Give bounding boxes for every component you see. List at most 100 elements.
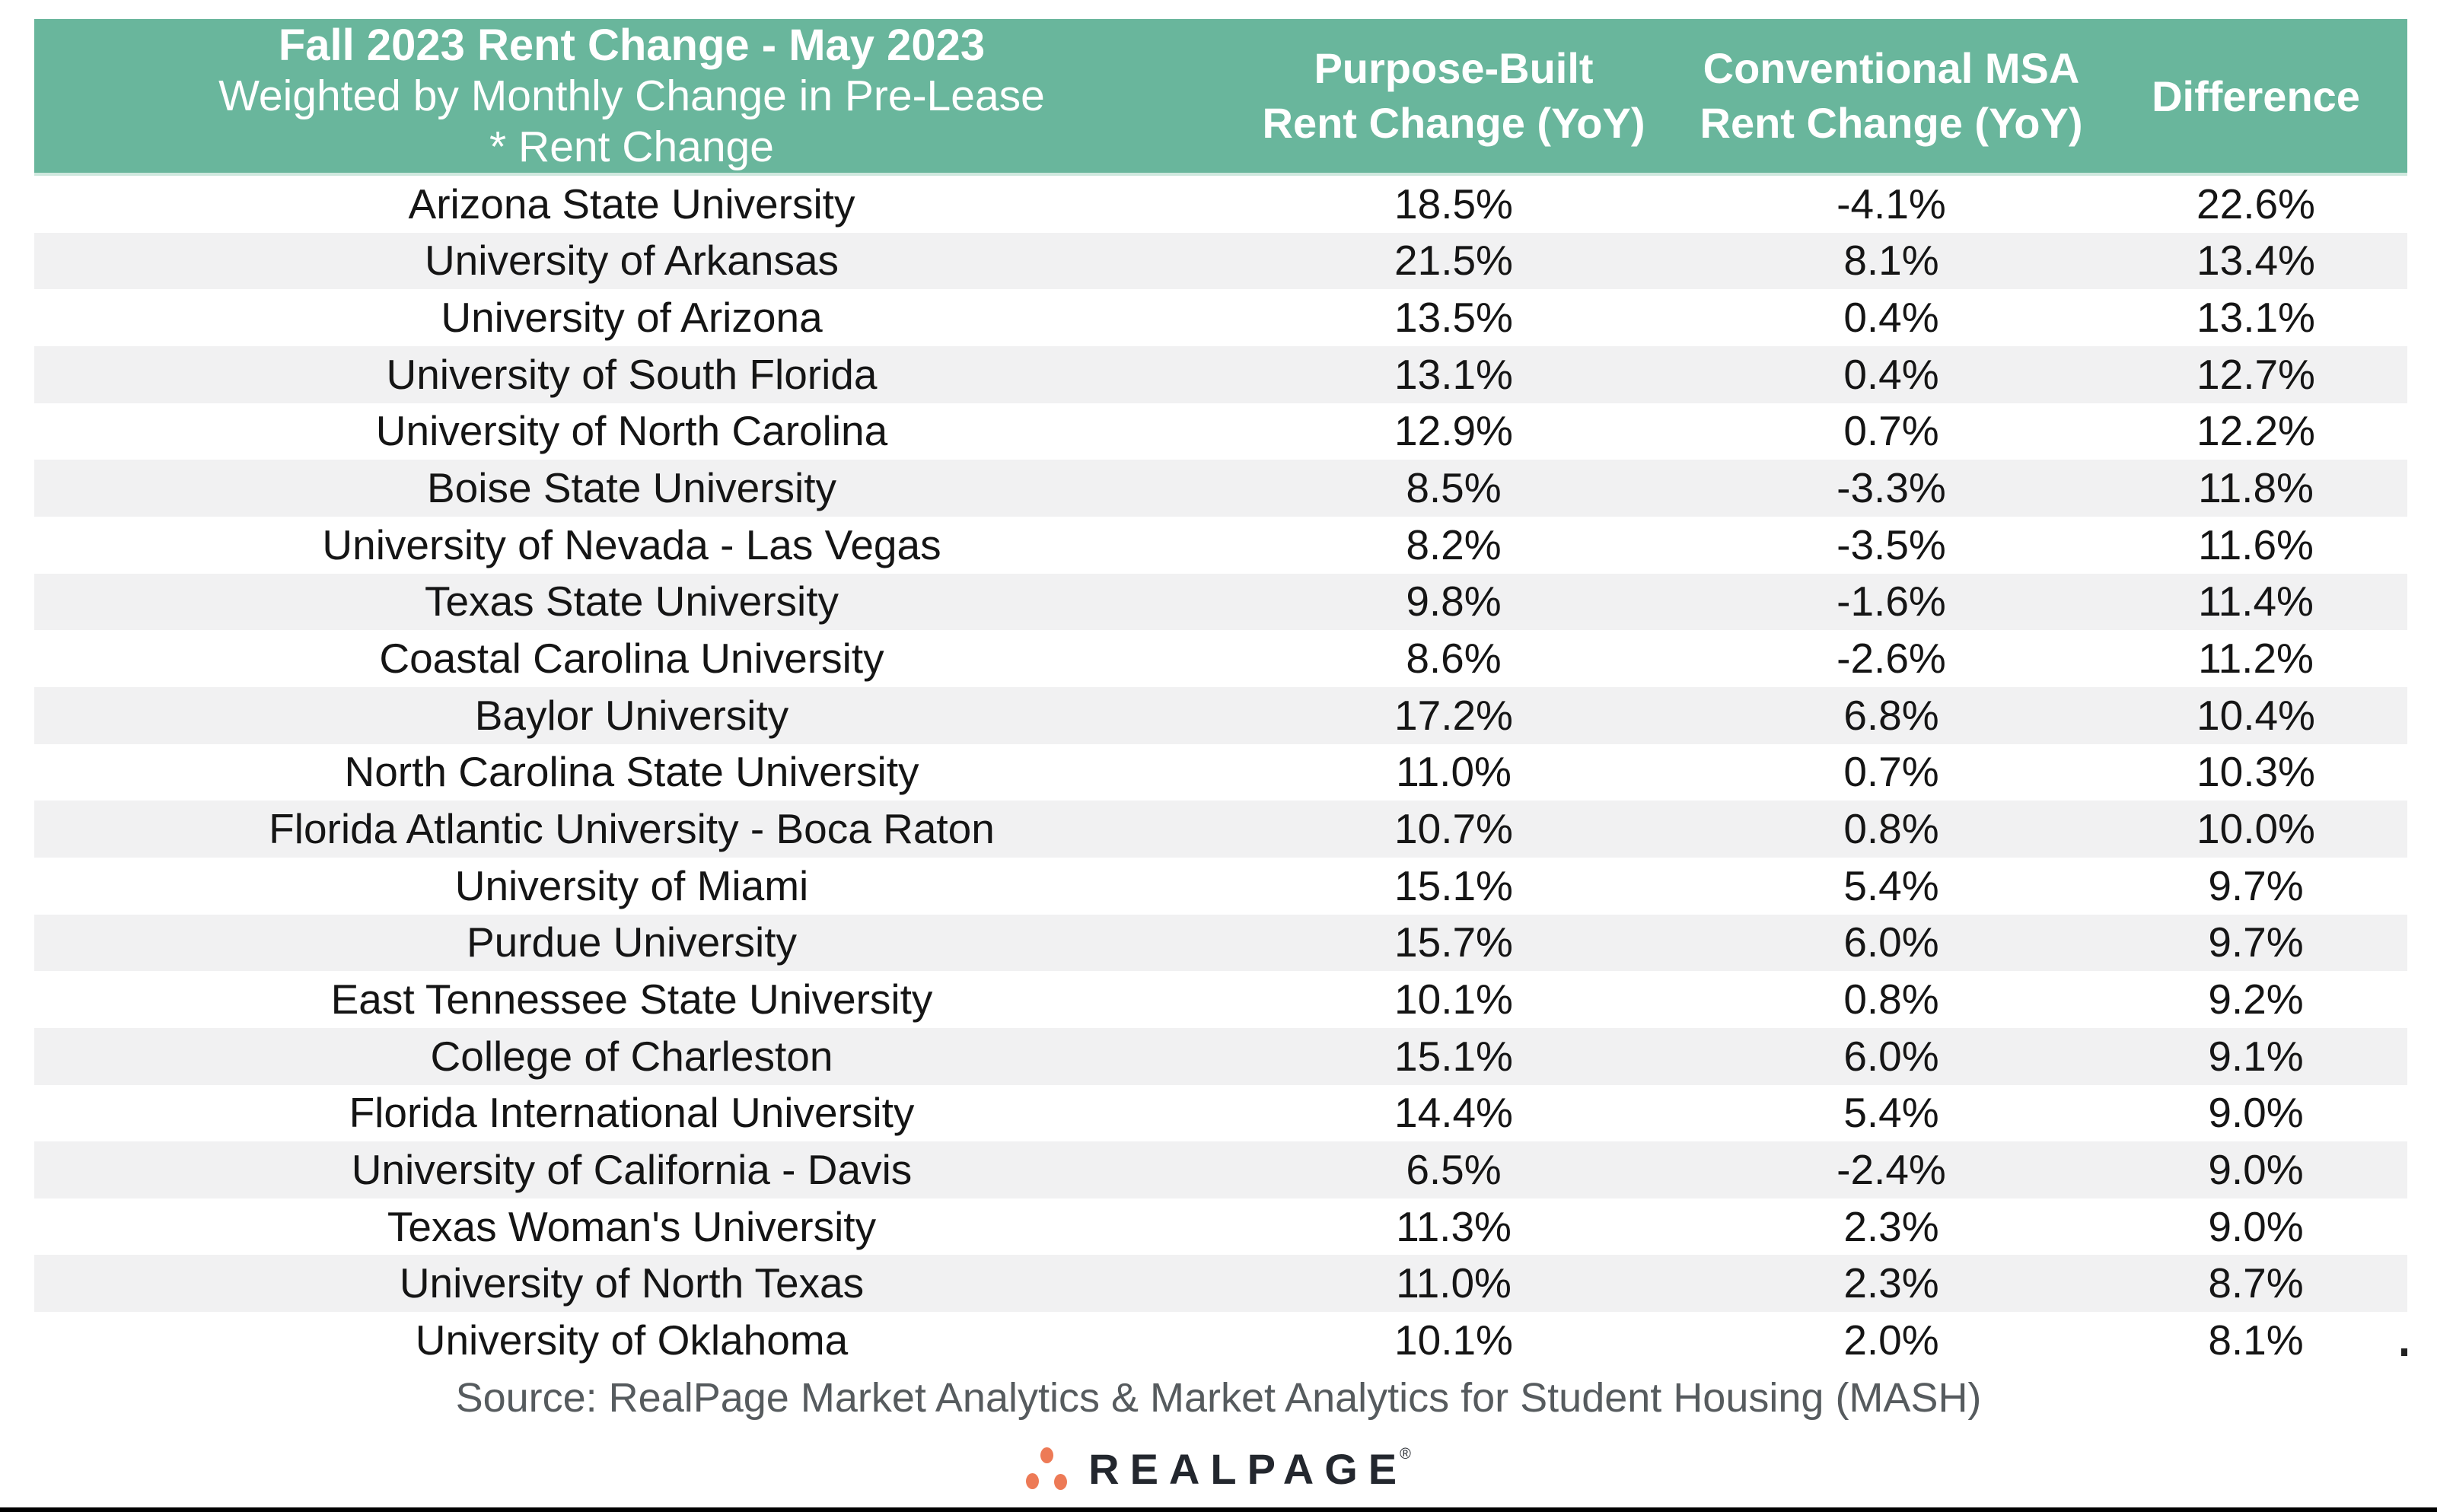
table-row: University of North Texas 11.0% 2.3% 8.7%: [34, 1255, 2407, 1313]
university-name-cell: East Tennessee State University: [34, 971, 1229, 1028]
university-name-cell: University of Arkansas: [34, 232, 1229, 290]
purpose-built-value-cell: 10.1%: [1229, 1312, 1678, 1369]
table-row: Arizona State University 18.5% -4.1% 22.6%: [34, 174, 2407, 233]
realpage-logo: REALPAGE ®: [0, 1444, 2437, 1494]
column-header-conventional-msa: Conventional MSA Rent Change (YoY): [1678, 19, 2104, 176]
table-subtitle-note: * Rent Change: [489, 122, 774, 171]
column-header-difference: Difference: [2104, 19, 2407, 176]
university-name-cell: University of North Carolina: [34, 403, 1229, 460]
realpage-dots-icon: [1026, 1447, 1069, 1491]
column-header-purpose-built: Purpose-Built Rent Change (YoY): [1229, 19, 1678, 176]
table-row: Baylor University 17.2% 6.8% 10.4%: [34, 686, 2407, 744]
registered-trademark: ®: [1400, 1446, 1411, 1463]
purpose-built-value-cell: 11.0%: [1229, 743, 1678, 801]
difference-value-cell: 11.2%: [2104, 630, 2407, 687]
difference-value-cell: 9.1%: [2104, 1027, 2407, 1085]
university-name-cell: Texas State University: [34, 573, 1229, 631]
table-title-cell: Fall 2023 Rent Change - May 2023 Weighte…: [34, 19, 1229, 176]
purpose-built-value-cell: 11.3%: [1229, 1198, 1678, 1256]
purpose-built-value-cell: 15.7%: [1229, 914, 1678, 972]
purpose-built-value-cell: 15.1%: [1229, 857, 1678, 915]
table-row: Florida International University 14.4% 5.4…: [34, 1084, 2407, 1142]
column-header-purpose-built-line1: Purpose-Built: [1314, 44, 1594, 92]
source-note: Source: RealPage Market Analytics & Mark…: [455, 1375, 1982, 1421]
university-name-cell: Texas Woman's University: [34, 1198, 1229, 1256]
purpose-built-value-cell: 11.0%: [1229, 1255, 1678, 1313]
difference-value-cell: 10.0%: [2104, 801, 2407, 858]
table-row: Texas Woman's University 11.3% 2.3% 9.0%: [34, 1198, 2407, 1256]
table-row: College of Charleston 15.1% 6.0% 9.1%: [34, 1027, 2407, 1085]
column-header-purpose-built-line2: Rent Change (YoY): [1262, 99, 1645, 147]
table-row: University of Oklahoma 10.1% 2.0% 8.1%: [34, 1312, 2407, 1369]
purpose-built-value-cell: 13.5%: [1229, 289, 1678, 346]
rent-change-table: Fall 2023 Rent Change - May 2023 Weighte…: [34, 19, 2407, 1369]
conventional-msa-value-cell: 8.1%: [1678, 232, 2104, 290]
purpose-built-value-cell: 18.5%: [1229, 174, 1678, 233]
table-row: East Tennessee State University 10.1% 0.8%…: [34, 971, 2407, 1028]
conventional-msa-value-cell: 0.4%: [1678, 345, 2104, 403]
conventional-msa-value-cell: 0.7%: [1678, 403, 2104, 460]
difference-value-cell: 9.0%: [2104, 1198, 2407, 1256]
difference-value-cell: 12.2%: [2104, 403, 2407, 460]
purpose-built-value-cell: 8.5%: [1229, 460, 1678, 517]
conventional-msa-value-cell: 0.7%: [1678, 743, 2104, 801]
difference-value-cell: 13.1%: [2104, 289, 2407, 346]
university-name-cell: University of Arizona: [34, 289, 1229, 346]
university-name-cell: University of Miami: [34, 857, 1229, 915]
university-name-cell: University of Oklahoma: [34, 1312, 1229, 1369]
table-row: University of North Carolina 12.9% 0.7% 12.…: [34, 403, 2407, 460]
purpose-built-value-cell: 8.6%: [1229, 630, 1678, 687]
stray-mark: [2401, 1348, 2407, 1356]
university-name-cell: Arizona State University: [34, 174, 1229, 233]
difference-value-cell: 11.4%: [2104, 573, 2407, 631]
difference-value-cell: 22.6%: [2104, 174, 2407, 233]
difference-value-cell: 10.3%: [2104, 743, 2407, 801]
conventional-msa-value-cell: 2.3%: [1678, 1198, 2104, 1256]
university-name-cell: Boise State University: [34, 460, 1229, 517]
table-title: Fall 2023 Rent Change - May 2023: [278, 20, 986, 70]
table-row: Texas State University 9.8% -1.6% 11.4%: [34, 573, 2407, 631]
table-row: University of South Florida 13.1% 0.4% 12.7…: [34, 345, 2407, 403]
conventional-msa-value-cell: 0.8%: [1678, 801, 2104, 858]
conventional-msa-value-cell: 6.0%: [1678, 914, 2104, 972]
university-name-cell: North Carolina State University: [34, 743, 1229, 801]
conventional-msa-value-cell: -3.3%: [1678, 460, 2104, 517]
column-header-conventional-msa-line1: Conventional MSA: [1703, 44, 2080, 92]
table-row: Florida Atlantic University - Boca Raton…: [34, 801, 2407, 858]
conventional-msa-value-cell: -1.6%: [1678, 573, 2104, 631]
university-name-cell: College of Charleston: [34, 1027, 1229, 1085]
purpose-built-value-cell: 12.9%: [1229, 403, 1678, 460]
university-name-cell: Coastal Carolina University: [34, 630, 1229, 687]
purpose-built-value-cell: 21.5%: [1229, 232, 1678, 290]
purpose-built-value-cell: 10.7%: [1229, 801, 1678, 858]
university-name-cell: Florida International University: [34, 1084, 1229, 1142]
realpage-logo-text: REALPAGE: [1088, 1445, 1408, 1493]
conventional-msa-value-cell: 5.4%: [1678, 857, 2104, 915]
conventional-msa-value-cell: 2.3%: [1678, 1255, 2104, 1313]
purpose-built-value-cell: 6.5%: [1229, 1141, 1678, 1198]
conventional-msa-value-cell: 0.8%: [1678, 971, 2104, 1028]
purpose-built-value-cell: 9.8%: [1229, 573, 1678, 631]
table-body: Arizona State University 18.5% -4.1% 22.6% U…: [34, 174, 2407, 1369]
university-name-cell: University of California - Davis: [34, 1141, 1229, 1198]
university-name-cell: Purdue University: [34, 914, 1229, 972]
table-subtitle: Weighted by Monthly Change in Pre-Lease: [218, 71, 1045, 120]
bottom-border-line: [0, 1507, 2437, 1512]
difference-value-cell: 11.6%: [2104, 516, 2407, 574]
purpose-built-value-cell: 15.1%: [1229, 1027, 1678, 1085]
difference-value-cell: 10.4%: [2104, 686, 2407, 744]
table-row: University of Arizona 13.5% 0.4% 13.1%: [34, 289, 2407, 346]
conventional-msa-value-cell: 0.4%: [1678, 289, 2104, 346]
column-header-conventional-msa-line2: Rent Change (YoY): [1700, 99, 2083, 147]
table-header-row: Fall 2023 Rent Change - May 2023 Weighte…: [34, 19, 2407, 176]
conventional-msa-value-cell: -2.4%: [1678, 1141, 2104, 1198]
table-row: University of Arkansas 21.5% 8.1% 13.4%: [34, 232, 2407, 290]
purpose-built-value-cell: 10.1%: [1229, 971, 1678, 1028]
university-name-cell: Florida Atlantic University - Boca Raton: [34, 801, 1229, 858]
difference-value-cell: 9.0%: [2104, 1141, 2407, 1198]
table-row: Coastal Carolina University 8.6% -2.6% 11.2…: [34, 630, 2407, 687]
table-row: North Carolina State University 11.0% 0.7%…: [34, 743, 2407, 801]
logo-dot-icon: [1054, 1474, 1068, 1490]
table-row: University of California - Davis 6.5% -2.4…: [34, 1141, 2407, 1198]
